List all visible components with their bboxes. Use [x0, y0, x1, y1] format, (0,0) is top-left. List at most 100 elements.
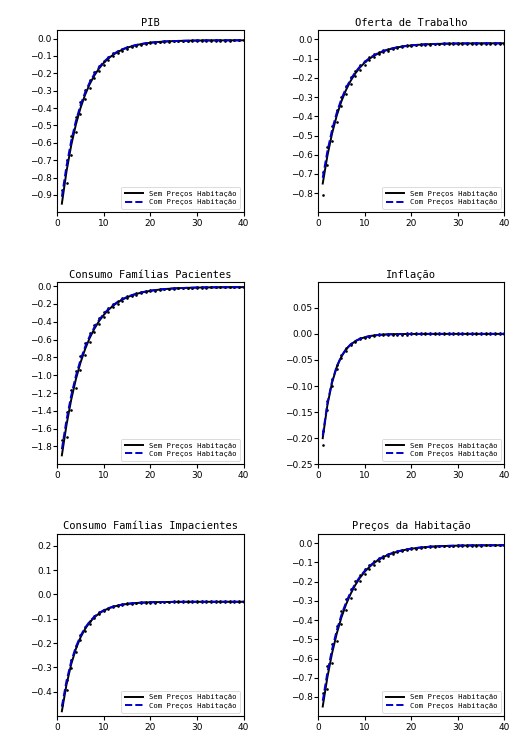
Com Preços Habitação — [422, 542, 428, 551]
Com Preços Habitação — [329, 125, 335, 134]
Sem Preços Habitação — [394, 330, 400, 339]
Com Preços Habitação — [96, 316, 102, 325]
Com Preços Habitação — [334, 362, 340, 371]
Com Preços Habitação — [478, 541, 484, 550]
Sem Preços Habitação — [96, 609, 102, 618]
Sem Preços Habitação — [454, 541, 461, 550]
Com Preços Habitação — [199, 36, 205, 45]
Sem Preços Habitação — [399, 546, 405, 555]
Com Preços Habitação — [213, 36, 219, 45]
Com Preços Habitação — [106, 304, 112, 313]
Sem Preços Habitação — [110, 50, 116, 59]
Com Preços Habitação — [329, 377, 335, 386]
Line: Sem Preços Habitação: Sem Preços Habitação — [323, 334, 504, 438]
Sem Preços Habitação — [147, 38, 153, 47]
Com Preços Habitação — [133, 40, 139, 49]
Com Preços Habitação — [208, 36, 214, 45]
Sem Preços Habitação — [380, 553, 386, 562]
Com Preços Habitação — [87, 78, 93, 87]
Com Preços Habitação — [441, 330, 447, 339]
Line: Com Preços Habitação: Com Preços Habitação — [323, 545, 504, 700]
Com Preços Habitação — [77, 631, 84, 640]
Com Preços Habitação — [152, 286, 158, 295]
Com Preços Habitação — [454, 39, 461, 48]
Sem Preços Habitação — [478, 541, 484, 550]
Com Preços Habitação — [208, 283, 214, 292]
Sem Preços Habitação — [87, 618, 93, 627]
Com Preços Habitação — [59, 445, 65, 454]
Sem Preços Habitação — [454, 39, 461, 48]
Sem Preços Habitação — [226, 598, 232, 606]
Sem Preços Habitação — [422, 40, 428, 49]
Sem Preços Habitação — [240, 36, 246, 45]
Com Preços Habitação — [492, 541, 498, 550]
Sem Preços Habitação — [92, 71, 98, 80]
Sem Preços Habitação — [375, 555, 382, 564]
Com Preços Habitação — [464, 39, 470, 48]
Sem Preços Habitação — [399, 42, 405, 51]
Com Preços Habitação — [487, 541, 493, 550]
Com Preços Habitação — [92, 322, 98, 331]
Sem Preços Habitação — [436, 40, 443, 48]
Com Preços Habitação — [478, 330, 484, 339]
Com Preços Habitação — [413, 330, 419, 339]
Sem Preços Habitação — [375, 48, 382, 57]
Sem Preços Habitação — [408, 41, 414, 50]
Sem Preços Habitação — [459, 541, 465, 550]
Com Preços Habitação — [138, 598, 144, 607]
Com Preços Habitação — [357, 62, 363, 71]
Com Preços Habitação — [389, 330, 396, 339]
Com Preços Habitação — [404, 545, 410, 554]
Line: Com Preços Habitação: Com Preços Habitação — [323, 334, 504, 436]
Sem Preços Habitação — [59, 451, 65, 460]
Sem Preços Habitação — [114, 601, 121, 610]
Com Preços Habitação — [478, 39, 484, 48]
Com Preços Habitação — [208, 598, 214, 606]
Sem Preços Habitação — [478, 39, 484, 48]
Sem Preços Habitação — [82, 624, 88, 633]
Sem Preços Habitação — [138, 288, 144, 297]
Legend: Sem Preços Habitação, Com Preços Habitação: Sem Preços Habitação, Com Preços Habitaç… — [382, 691, 501, 712]
Sem Preços Habitação — [171, 284, 177, 293]
Sem Preços Habitação — [199, 283, 205, 292]
Sem Preços Habitação — [445, 542, 451, 551]
Com Preços Habitação — [375, 330, 382, 339]
Com Preços Habitação — [161, 37, 167, 46]
Sem Preços Habitação — [459, 330, 465, 339]
Sem Preços Habitação — [352, 580, 358, 589]
Com Preços Habitação — [180, 37, 186, 46]
Sem Preços Habitação — [208, 283, 214, 292]
Com Preços Habitação — [497, 330, 503, 339]
Sem Preços Habitação — [106, 305, 112, 314]
Sem Preços Habitação — [185, 37, 191, 46]
Com Preços Habitação — [226, 36, 232, 45]
Sem Preços Habitação — [185, 598, 191, 606]
Com Preços Habitação — [492, 39, 498, 48]
Com Preços Habitação — [501, 330, 508, 339]
Sem Preços Habitação — [441, 330, 447, 339]
Sem Preços Habitação — [152, 286, 158, 295]
Sem Preços Habitação — [226, 36, 232, 45]
Sem Preços Habitação — [473, 39, 479, 48]
Com Preços Habitação — [436, 542, 443, 551]
Sem Preços Habitação — [231, 283, 237, 292]
Com Preços Habitação — [189, 283, 196, 292]
Sem Preços Habitação — [464, 39, 470, 48]
Com Preços Habitação — [413, 544, 419, 553]
Line: Sem Preços Habitação: Sem Preços Habitação — [62, 602, 243, 711]
Com Preços Habitação — [380, 552, 386, 561]
Sem Preços Habitação — [171, 598, 177, 606]
Com Preços Habitação — [82, 88, 88, 97]
Sem Preços Habitação — [357, 63, 363, 72]
Com Preços Habitação — [334, 626, 340, 635]
Sem Preços Habitação — [408, 330, 414, 339]
Com Preços Habitação — [422, 330, 428, 339]
Sem Preços Habitação — [445, 40, 451, 48]
Com Preços Habitação — [418, 543, 424, 552]
Com Preços Habitação — [147, 38, 153, 47]
Sem Preços Habitação — [320, 702, 326, 711]
Sem Preços Habitação — [128, 291, 135, 300]
Com Preços Habitação — [501, 541, 508, 550]
Line: Sem Preços Habitação: Sem Preços Habitação — [62, 287, 243, 455]
Com Preços Habitação — [454, 541, 461, 550]
